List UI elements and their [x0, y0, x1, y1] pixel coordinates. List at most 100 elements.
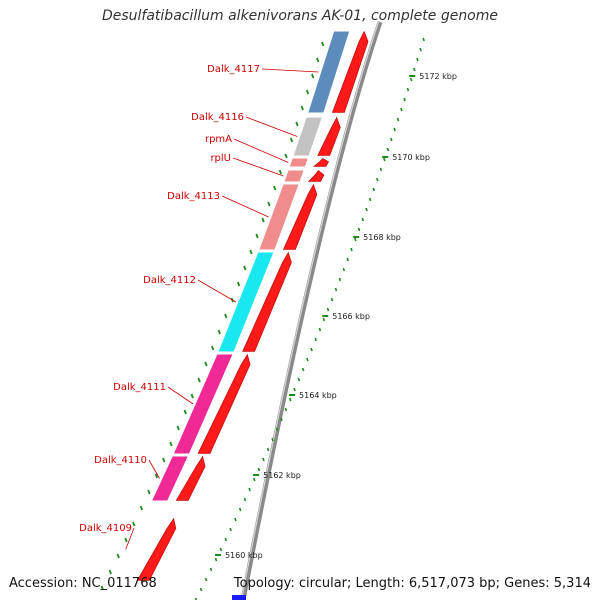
scale-dot — [293, 387, 296, 392]
scale-dot — [305, 89, 310, 95]
scale-dot — [154, 473, 158, 479]
scale-dot — [211, 345, 215, 351]
scale-dot — [413, 67, 416, 72]
scale-dot — [393, 127, 396, 132]
scale-dot — [214, 557, 218, 562]
partial-feature — [232, 595, 246, 600]
scale-dot — [334, 287, 338, 292]
tick-label: 5172 kbp — [419, 72, 457, 81]
scale-dot — [197, 377, 201, 383]
cds-arrow — [307, 170, 325, 182]
scale-dot — [257, 467, 261, 472]
scale-dot — [248, 487, 251, 492]
scale-dot — [301, 367, 305, 372]
scale-dot — [338, 277, 342, 282]
cog-category-band — [308, 31, 350, 113]
scale-dot — [300, 105, 304, 111]
gene-leader-line — [221, 195, 269, 218]
gene-label: rpmA — [205, 134, 232, 145]
scale-dot — [342, 267, 346, 272]
scale-dot — [124, 537, 128, 543]
gene-label: rplU — [210, 153, 231, 164]
scale-dot — [350, 247, 353, 252]
scale-dot — [406, 87, 410, 92]
scale-dot — [100, 585, 104, 591]
scale-dot — [236, 281, 241, 287]
accession-text: Accession: NC_011768 — [9, 576, 157, 591]
scale-dot — [217, 329, 221, 335]
cds-arrow — [282, 183, 318, 250]
cog-category-band — [289, 158, 308, 167]
scale-dot — [267, 201, 271, 207]
gene-leader-line — [233, 138, 289, 163]
scale-dot — [243, 265, 247, 271]
scale-dot — [266, 447, 270, 452]
scale-dot — [297, 377, 301, 382]
scale-dot — [419, 47, 422, 52]
gene-label: Dalk_4116 — [191, 112, 244, 123]
scale-dot — [306, 357, 309, 362]
gene-leader-line — [197, 279, 237, 303]
scale-dot — [132, 521, 136, 527]
scale-dot — [321, 41, 325, 47]
cds-arrow — [242, 251, 292, 352]
scale-dot — [224, 537, 228, 542]
scale-dot — [322, 317, 326, 322]
scale-dot — [273, 185, 277, 191]
scale-dot — [229, 527, 232, 532]
scale-dot — [330, 297, 334, 302]
scale-dot — [403, 97, 406, 102]
scale-dot — [199, 587, 203, 592]
scale-dot — [176, 425, 180, 431]
scale-dot — [310, 347, 313, 352]
scale-dot — [400, 107, 403, 112]
cds-arrow — [175, 455, 206, 501]
scale-dot — [275, 427, 279, 432]
scale-dot — [396, 117, 400, 122]
cds-arrow — [136, 517, 177, 581]
scale-dot — [238, 507, 242, 512]
scale-dot — [271, 437, 274, 442]
tick-label: 5164 kbp — [299, 391, 337, 400]
scale-dot — [289, 137, 294, 143]
scale-dot — [209, 567, 213, 572]
gene-leader-line — [148, 459, 160, 479]
scale-dot — [249, 249, 253, 255]
scale-dot — [116, 553, 120, 559]
scale-dot — [108, 569, 112, 575]
cds-arrow — [331, 30, 369, 113]
gene-label: Dalk_4113 — [167, 191, 220, 202]
scale-dot — [379, 167, 383, 172]
cog-category-band — [284, 170, 304, 182]
scale-dot — [295, 121, 299, 127]
cog-category-band — [218, 252, 274, 352]
cds-arrow — [197, 353, 251, 454]
scale-dot — [357, 227, 361, 232]
gene-label: Dalk_4111 — [113, 382, 166, 393]
scale-dot — [409, 77, 413, 82]
gene-leader-line — [125, 527, 135, 550]
scale-dot — [162, 457, 166, 463]
cog-category-band — [174, 354, 233, 454]
gene-label: Dalk_4109 — [79, 523, 132, 534]
gene-label: Dalk_4112 — [143, 275, 196, 286]
cds-arrow — [317, 116, 341, 156]
cog-category-band — [293, 117, 322, 156]
scale-dot — [354, 237, 357, 242]
tick-label: 5162 kbp — [263, 471, 301, 480]
gene-leader-line — [245, 116, 298, 137]
cds-arrow — [313, 158, 329, 167]
cog-category-band — [152, 456, 188, 501]
scale-dot — [139, 505, 143, 511]
scale-dot — [314, 337, 317, 342]
scale-dot — [284, 153, 288, 159]
cog-category-band — [259, 184, 299, 250]
scale-dot — [219, 547, 223, 552]
scale-dot — [234, 517, 237, 522]
scale-dot — [243, 497, 247, 502]
tick-label: 5166 kbp — [332, 312, 370, 321]
scale-dot — [262, 457, 265, 462]
genome-backbone — [240, 21, 383, 600]
scale-dot — [280, 417, 283, 422]
